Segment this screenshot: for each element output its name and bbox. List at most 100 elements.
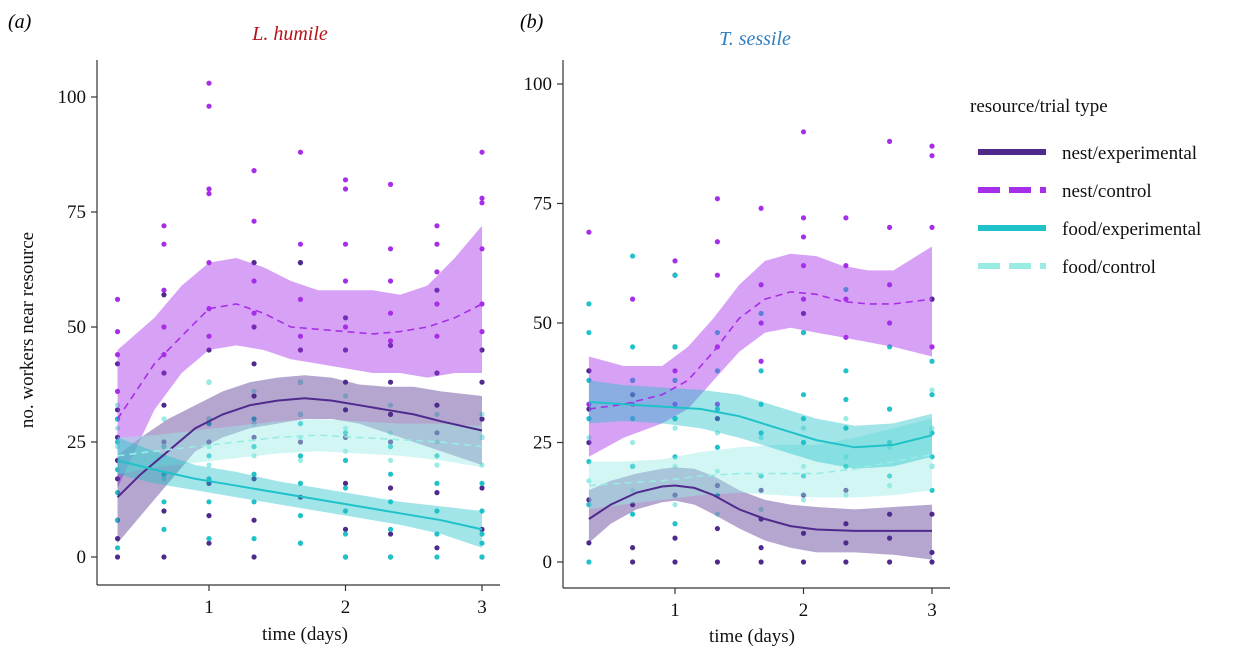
panel-b: (b) T. sessile 0 25 50 75 100 1 2 3 time (days) bbox=[520, 11, 950, 647]
data-point bbox=[586, 416, 592, 422]
legend-items: nest/experimental nest/control food/experi… bbox=[978, 143, 1201, 278]
data-point bbox=[758, 205, 764, 211]
panel-b-title: T. sessile bbox=[719, 28, 791, 50]
data-point bbox=[714, 272, 721, 278]
data-point bbox=[161, 508, 167, 514]
data-point bbox=[297, 149, 304, 155]
data-point bbox=[161, 287, 167, 293]
data-point bbox=[387, 338, 394, 344]
data-point bbox=[342, 508, 349, 514]
data-point bbox=[758, 282, 764, 288]
data-point bbox=[297, 260, 304, 266]
data-point bbox=[629, 487, 636, 493]
data-point bbox=[114, 536, 121, 542]
data-point bbox=[479, 195, 485, 201]
panel-a-y-tick-label: 25 bbox=[67, 432, 86, 453]
data-point bbox=[672, 401, 678, 407]
data-point bbox=[434, 480, 440, 486]
data-point bbox=[886, 344, 893, 350]
data-point bbox=[206, 379, 212, 385]
data-point bbox=[114, 467, 121, 473]
data-point bbox=[206, 536, 212, 542]
data-point bbox=[297, 457, 304, 463]
data-point bbox=[629, 439, 636, 446]
data-point bbox=[843, 492, 849, 498]
data-point bbox=[387, 471, 394, 477]
data-point bbox=[434, 241, 440, 247]
data-point bbox=[161, 402, 167, 408]
data-point bbox=[114, 407, 121, 413]
data-point bbox=[251, 393, 257, 399]
data-point bbox=[800, 416, 807, 422]
data-point bbox=[251, 416, 257, 422]
data-point bbox=[714, 401, 721, 407]
data-point bbox=[800, 392, 807, 398]
data-point bbox=[929, 392, 935, 398]
data-point bbox=[387, 444, 394, 450]
data-point bbox=[342, 457, 349, 463]
data-point bbox=[758, 401, 764, 407]
data-point bbox=[342, 448, 349, 454]
panel-b-fit-food-control bbox=[588, 453, 933, 487]
panel-b-points-food-experimental bbox=[586, 253, 935, 565]
data-point bbox=[387, 342, 394, 348]
panel-b-axes: 0 25 50 75 100 1 2 3 bbox=[524, 60, 950, 621]
data-point bbox=[800, 215, 807, 221]
panel-a-xlabel: time (days) bbox=[262, 624, 348, 645]
data-point bbox=[342, 407, 349, 413]
data-point bbox=[114, 444, 121, 450]
data-point bbox=[297, 540, 304, 546]
data-point bbox=[251, 453, 257, 459]
data-point bbox=[714, 368, 721, 374]
data-point bbox=[586, 540, 592, 546]
data-point bbox=[672, 454, 678, 460]
legend-item-food-experimental: food/experimental bbox=[978, 219, 1201, 240]
legend-label: food/experimental bbox=[1062, 219, 1201, 240]
data-point bbox=[672, 521, 678, 527]
data-point bbox=[843, 540, 849, 546]
panel-a-points-food-experimental bbox=[114, 416, 485, 560]
legend-title: resource/trial type bbox=[970, 96, 1108, 117]
data-point bbox=[434, 402, 440, 408]
data-point bbox=[114, 329, 121, 335]
data-point bbox=[434, 453, 440, 459]
data-point bbox=[672, 272, 678, 278]
data-point bbox=[843, 396, 849, 403]
data-point bbox=[758, 358, 764, 364]
data-point bbox=[297, 421, 304, 427]
data-point bbox=[342, 393, 349, 399]
data-point bbox=[387, 485, 394, 491]
data-point bbox=[714, 239, 721, 245]
data-point bbox=[161, 292, 167, 298]
data-point bbox=[479, 411, 485, 417]
data-point bbox=[800, 234, 807, 240]
data-point bbox=[714, 430, 721, 436]
data-point bbox=[843, 368, 849, 374]
panel-b-x-tick-label: 3 bbox=[927, 600, 937, 621]
data-point bbox=[342, 531, 349, 537]
panel-b-y-tick-label: 100 bbox=[524, 74, 553, 95]
data-point bbox=[929, 487, 935, 493]
data-point bbox=[342, 554, 349, 560]
data-point bbox=[251, 218, 257, 224]
legend-item-nest-experimental: nest/experimental bbox=[978, 143, 1197, 164]
panel-a-ylabel: no. workers near resource bbox=[17, 232, 38, 428]
data-point bbox=[387, 439, 394, 445]
data-point bbox=[672, 258, 678, 264]
data-point bbox=[251, 517, 257, 523]
data-point bbox=[434, 508, 440, 514]
data-point bbox=[251, 388, 257, 394]
data-point bbox=[342, 278, 349, 284]
data-point bbox=[297, 241, 304, 247]
data-point bbox=[843, 521, 849, 527]
panel-b-points-food-control bbox=[586, 387, 935, 517]
data-point bbox=[800, 129, 807, 135]
data-point bbox=[629, 463, 636, 469]
data-point bbox=[758, 430, 764, 436]
data-point bbox=[758, 473, 764, 479]
data-point bbox=[586, 406, 592, 412]
panel-a-y-tick-label: 100 bbox=[58, 87, 87, 108]
data-point bbox=[672, 535, 678, 541]
panel-b-plot bbox=[586, 129, 935, 565]
